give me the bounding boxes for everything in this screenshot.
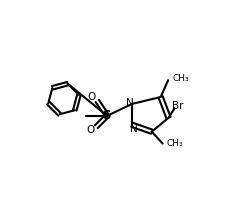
Text: S: S [102,109,111,122]
Text: N: N [126,98,134,108]
Text: CH₃: CH₃ [167,139,184,148]
Text: O: O [87,92,96,102]
Text: N: N [130,124,138,134]
Text: O: O [86,125,94,135]
Text: Br: Br [172,101,183,111]
Text: CH₃: CH₃ [172,74,189,83]
